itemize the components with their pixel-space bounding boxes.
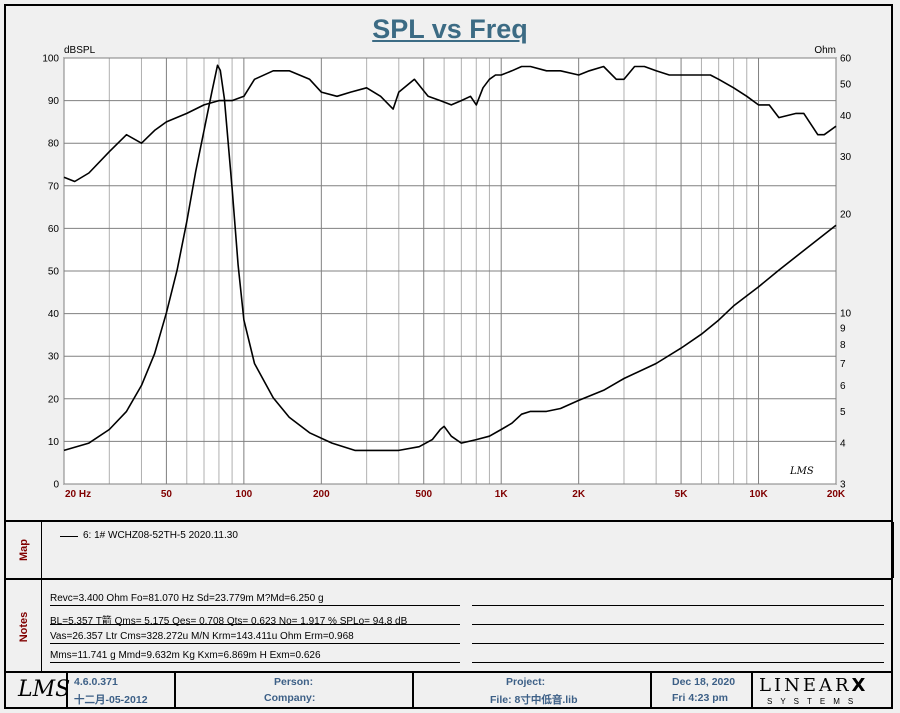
brand-sub: SYSTEMS bbox=[767, 697, 862, 706]
axis-labels: 0 10 20 30 40 50 60 70 80 90 100 3 4 5 6 7 8 9 10 20 30 40 50 6… bbox=[42, 45, 851, 500]
y-tick-left: 70 bbox=[48, 181, 60, 192]
project-label: Project: bbox=[506, 676, 546, 688]
impedance-curve bbox=[63, 64, 837, 452]
company-label: Company: bbox=[264, 692, 316, 704]
map-panel bbox=[4, 520, 893, 580]
legend-swatch bbox=[60, 536, 78, 537]
y-tick-right: 4 bbox=[840, 439, 846, 450]
x-tick: 500 bbox=[415, 489, 432, 500]
y-tick-right: 10 bbox=[840, 308, 852, 319]
y-axis-label-left: dBSPL bbox=[64, 45, 96, 56]
person-label: Person: bbox=[274, 676, 314, 688]
y-tick-left: 100 bbox=[42, 54, 59, 65]
notes-line-1: Revc=3.400 Ohm Fo=81.070 Hz Sd=23.779m M… bbox=[50, 593, 324, 604]
x-tick: 200 bbox=[313, 489, 330, 500]
x-tick: 20 Hz bbox=[65, 489, 91, 500]
notes-panel bbox=[4, 578, 893, 675]
note-underline bbox=[472, 605, 884, 606]
y-tick-right: 7 bbox=[840, 359, 846, 370]
y-tick-left: 80 bbox=[48, 139, 60, 150]
brand-text: LINEAR bbox=[759, 675, 852, 696]
y-tick-right: 6 bbox=[840, 381, 846, 392]
y-tick-right: 30 bbox=[840, 152, 852, 163]
x-tick: 100 bbox=[236, 489, 253, 500]
notes-side-label: Notes bbox=[6, 580, 42, 673]
brand-x: X bbox=[851, 675, 869, 696]
y-tick-left: 10 bbox=[48, 437, 60, 448]
y-tick-left: 20 bbox=[48, 394, 60, 405]
note-underline bbox=[50, 605, 460, 606]
curves bbox=[63, 64, 837, 452]
file-label: File: 8寸中低音.lib bbox=[490, 694, 578, 706]
notes-line-2: BL=5.357 T箭 Qms= 5.175 Qes= 0.708 Qts= 0… bbox=[50, 616, 408, 627]
x-tick: 1K bbox=[495, 489, 509, 500]
spl-curve bbox=[63, 65, 837, 183]
y-tick-left: 30 bbox=[48, 352, 60, 363]
x-tick: 10K bbox=[749, 489, 768, 500]
y-tick-right: 8 bbox=[840, 340, 846, 351]
spl-chart: 0 10 20 30 40 50 60 70 80 90 100 3 4 5 6 7 8 9 10 20 30 40 50 6… bbox=[42, 45, 851, 500]
y-tick-right: 60 bbox=[840, 54, 852, 65]
footer-brand-cell: LINEARX SYSTEMS bbox=[753, 673, 893, 709]
lms-watermark: LMS bbox=[789, 466, 814, 477]
map-label: Map bbox=[17, 539, 30, 561]
y-tick-left: 60 bbox=[48, 224, 60, 235]
note-underline bbox=[472, 624, 884, 625]
note-underline bbox=[472, 643, 884, 644]
y-tick-left: 0 bbox=[53, 480, 59, 491]
footer-divider bbox=[4, 671, 893, 673]
y-tick-right: 9 bbox=[840, 323, 846, 334]
y-tick-right: 50 bbox=[840, 79, 852, 90]
x-tick: 20K bbox=[827, 489, 846, 500]
footer-project-cell: Project: File: 8寸中低音.lib bbox=[414, 673, 652, 709]
x-tick: 50 bbox=[161, 489, 173, 500]
note-underline bbox=[50, 662, 460, 663]
legend-entry[interactable]: 6: 1# WCHZ08-52TH-5 2020.11.30 bbox=[83, 530, 238, 541]
footer-date-cell: Dec 18, 2020 Fri 4:23 pm bbox=[652, 673, 753, 709]
chart-title: SPL vs Freq bbox=[372, 14, 528, 44]
x-tick: 5K bbox=[675, 489, 689, 500]
lms-logo: LMS bbox=[18, 677, 71, 702]
y-tick-left: 40 bbox=[48, 309, 60, 320]
y-tick-left: 90 bbox=[48, 96, 60, 107]
note-underline bbox=[50, 643, 460, 644]
footer-logo-cell: LMS bbox=[6, 673, 71, 709]
notes-line-3: Vas=26.357 Ltr Cms=328.272u M/N Krm=143.… bbox=[50, 631, 354, 642]
notes-line-4: Mms=11.741 g Mmd=9.632m Kg Kxm=6.869m H … bbox=[50, 650, 321, 661]
y-tick-right: 5 bbox=[840, 407, 846, 418]
date-text: Dec 18, 2020 bbox=[672, 676, 736, 688]
note-underline bbox=[472, 662, 884, 663]
y-tick-left: 50 bbox=[48, 267, 60, 278]
y-axis-label-right: Ohm bbox=[814, 45, 836, 56]
footer-version-cell: 4.6.0.371 十二月-05-2012 bbox=[68, 673, 176, 709]
note-underline bbox=[50, 624, 460, 625]
x-tick: 2K bbox=[572, 489, 586, 500]
y-tick-right: 20 bbox=[840, 210, 852, 221]
time-text: Fri 4:23 pm bbox=[672, 692, 729, 704]
version-text: 4.6.0.371 bbox=[74, 676, 118, 688]
y-tick-right: 40 bbox=[840, 111, 852, 122]
map-side-label: Map bbox=[6, 522, 42, 578]
y-tick-right: 3 bbox=[840, 480, 846, 491]
notes-label: Notes bbox=[17, 611, 30, 642]
footer-person-cell: Person: Company: bbox=[176, 673, 414, 709]
build-date-text: 十二月-05-2012 bbox=[74, 694, 148, 706]
